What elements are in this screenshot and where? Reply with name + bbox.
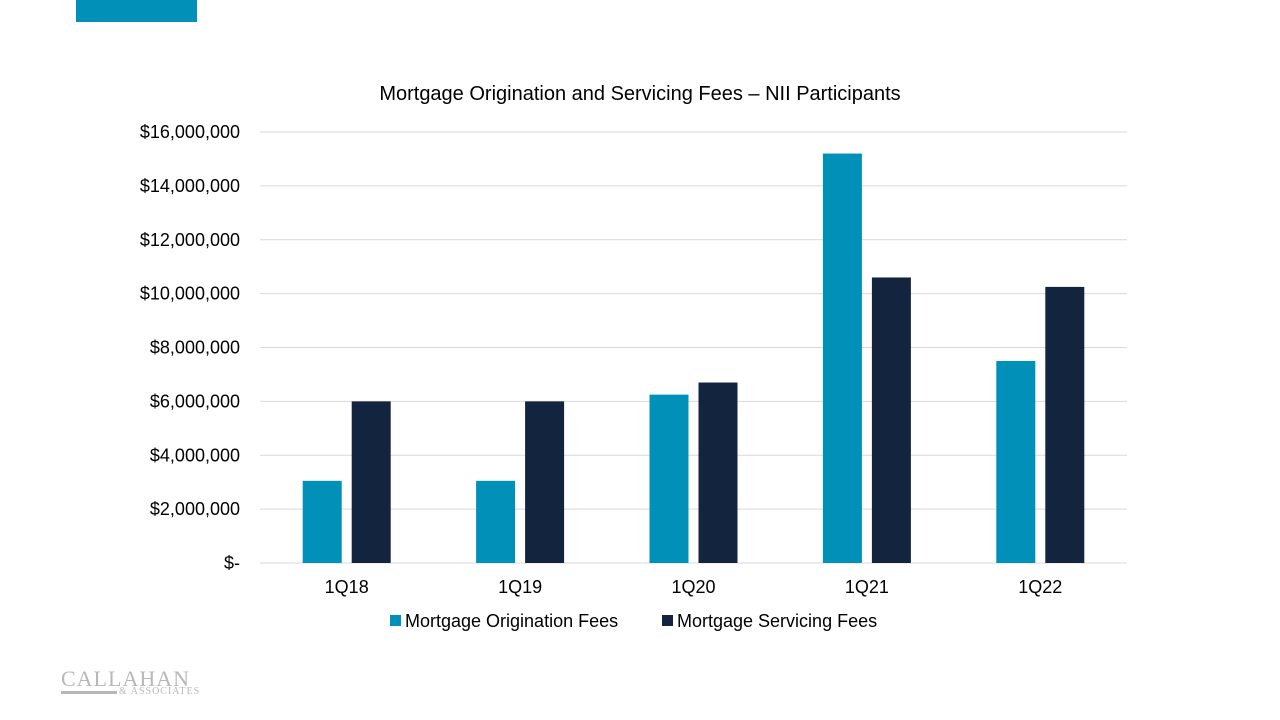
y-tick-label: $2,000,000 <box>150 499 240 519</box>
x-tick-label: 1Q22 <box>1018 577 1062 597</box>
y-tick-label: $- <box>224 553 240 573</box>
y-tick-label: $8,000,000 <box>150 338 240 358</box>
header-accent-bar <box>76 0 197 22</box>
logo-main-text: CALLAHAN <box>61 666 190 691</box>
x-tick-label: 1Q18 <box>325 577 369 597</box>
x-axis-ticks: 1Q18 1Q19 1Q20 1Q21 1Q22 <box>325 577 1063 597</box>
legend-swatch <box>390 615 401 626</box>
chart-title: Mortgage Origination and Servicing Fees … <box>379 83 900 105</box>
bar-servicing-1q20 <box>698 382 738 563</box>
legend-label: Mortgage Origination Fees <box>405 611 618 631</box>
bar-servicing-1q21 <box>871 277 911 563</box>
logo-sub-text: & ASSOCIATES <box>119 686 201 697</box>
bar-origination-1q22 <box>996 360 1036 563</box>
y-tick-label: $16,000,000 <box>140 122 240 142</box>
y-tick-label: $14,000,000 <box>140 176 240 196</box>
legend-label: Mortgage Servicing Fees <box>677 611 877 631</box>
y-tick-label: $4,000,000 <box>150 445 240 465</box>
bar-servicing-1q19 <box>525 401 565 563</box>
x-tick-label: 1Q19 <box>498 577 542 597</box>
bar-servicing-1q18 <box>351 401 391 563</box>
y-axis-ticks: $- $2,000,000 $4,000,000 $6,000,000 $8,000,0… <box>140 122 240 573</box>
bar-servicing-1q22 <box>1045 286 1085 563</box>
legend-swatch <box>662 615 673 626</box>
legend: Mortgage Origination Fees Mortgage Servic… <box>390 611 877 631</box>
x-tick-label: 1Q21 <box>845 577 889 597</box>
bars <box>302 153 1085 564</box>
y-tick-label: $6,000,000 <box>150 391 240 411</box>
bar-origination-1q21 <box>822 153 862 564</box>
bar-origination-1q19 <box>476 480 516 563</box>
y-tick-label: $12,000,000 <box>140 230 240 250</box>
logo-underline <box>61 691 117 694</box>
bar-origination-1q20 <box>649 394 689 563</box>
callahan-logo: CALLAHAN & ASSOCIATES <box>61 668 211 700</box>
gridlines <box>260 131 1127 564</box>
bar-origination-1q18 <box>302 480 342 563</box>
y-tick-label: $10,000,000 <box>140 284 240 304</box>
x-tick-label: 1Q20 <box>671 577 715 597</box>
